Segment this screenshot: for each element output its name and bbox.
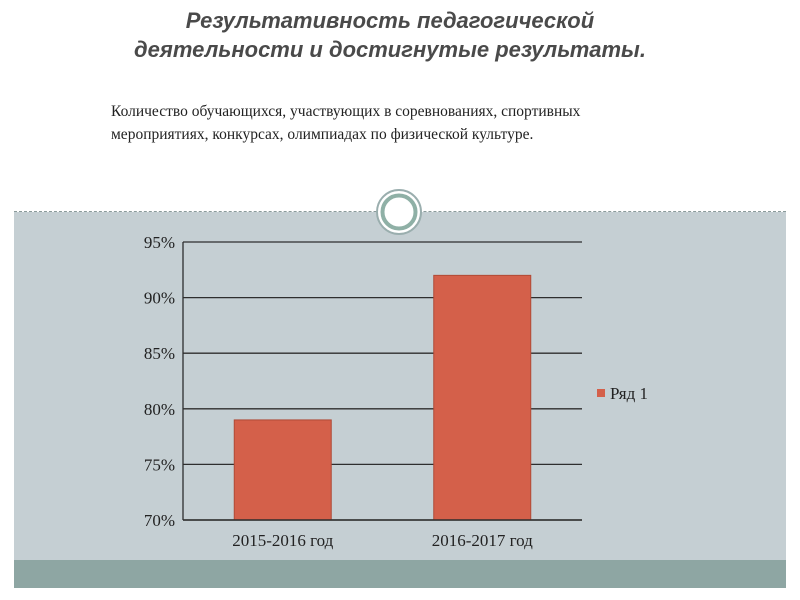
title-panel <box>14 0 786 212</box>
bar-1 <box>233 419 332 521</box>
subtitle-line-2: мероприятиях, конкурсах, олимпиадах по ф… <box>111 126 534 143</box>
y-tick-label: 85% <box>144 344 175 363</box>
legend-label: Ряд 1 <box>610 384 648 403</box>
y-tick-label: 90% <box>144 289 175 308</box>
title-line-2: деятельности и достигнутые результаты. <box>134 37 646 62</box>
y-tick-label: 95% <box>144 233 175 252</box>
chart-svg: 70% 75% 80% 85% 90% 95% 2015-2016 год 2016-2017… <box>144 233 648 550</box>
bar-2 <box>433 274 532 521</box>
legend-swatch <box>597 389 605 397</box>
y-tick-label: 70% <box>144 511 175 530</box>
slide-subtitle: Количество обучающихся, участвующих в со… <box>111 100 731 146</box>
circle-ornament-icon <box>375 188 423 236</box>
chart-panel <box>14 212 786 560</box>
slide-title: Результативность педагогической деятельн… <box>60 6 720 64</box>
title-line-1: Результативность педагогической <box>185 8 595 33</box>
x-tick-label: 2015-2016 год <box>232 531 333 550</box>
subtitle-line-1: Количество обучающихся, участвующих в со… <box>111 103 581 120</box>
y-tick-label: 80% <box>144 400 175 419</box>
footer-bar <box>14 560 786 588</box>
y-tick-label: 75% <box>144 455 175 474</box>
bar-chart: 70% 75% 80% 85% 90% 95% 2015-2016 год 2016-2017… <box>14 212 786 560</box>
x-tick-label: 2016-2017 год <box>432 531 533 550</box>
